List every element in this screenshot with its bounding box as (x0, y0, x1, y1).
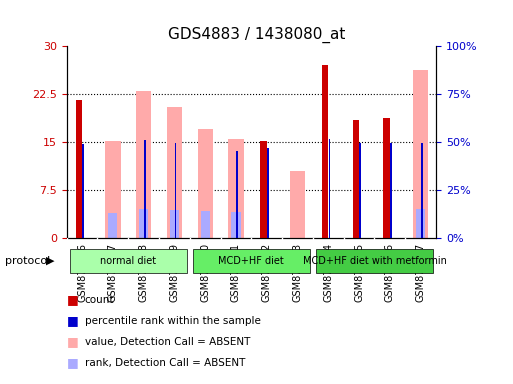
Bar (352, 120, 359, 238)
FancyBboxPatch shape (316, 249, 433, 273)
Text: GDS4883 / 1438080_at: GDS4883 / 1438080_at (168, 27, 345, 43)
Bar (170, 210, 179, 238)
Bar (83, 144, 84, 238)
Bar (228, 139, 244, 238)
Bar (383, 118, 390, 238)
Text: value, Detection Call = ABSENT: value, Detection Call = ABSENT (85, 337, 250, 347)
Text: rank, Detection Call = ABSENT: rank, Detection Call = ABSENT (85, 358, 245, 368)
Bar (413, 70, 428, 238)
Bar (267, 149, 269, 238)
Bar (360, 143, 361, 238)
Bar (260, 141, 267, 238)
Text: percentile rank within the sample: percentile rank within the sample (85, 316, 261, 326)
Text: count: count (85, 295, 114, 305)
Bar (290, 171, 305, 238)
Bar (108, 213, 117, 238)
Bar (322, 65, 328, 238)
Bar (329, 139, 330, 238)
FancyBboxPatch shape (193, 249, 310, 273)
Bar (139, 209, 148, 238)
Text: ▶: ▶ (46, 256, 55, 266)
Text: MCD+HF diet with metformin: MCD+HF diet with metformin (303, 256, 446, 266)
Text: ■: ■ (67, 335, 78, 348)
Bar (175, 143, 176, 238)
Text: protocol: protocol (5, 256, 50, 266)
Text: MCD+HF diet: MCD+HF diet (219, 256, 284, 266)
Bar (421, 143, 423, 238)
Bar (136, 91, 151, 238)
Bar (75, 101, 82, 238)
Bar (167, 107, 182, 238)
Bar (231, 212, 241, 238)
Bar (198, 129, 213, 238)
Bar (105, 141, 121, 238)
Bar (201, 210, 210, 238)
FancyBboxPatch shape (70, 249, 187, 273)
Text: ■: ■ (67, 356, 78, 369)
Bar (236, 151, 238, 238)
Text: normal diet: normal diet (100, 256, 156, 266)
Bar (144, 139, 146, 238)
Text: ■: ■ (67, 293, 78, 306)
Text: ■: ■ (67, 314, 78, 327)
Bar (390, 143, 392, 238)
Bar (416, 209, 425, 238)
